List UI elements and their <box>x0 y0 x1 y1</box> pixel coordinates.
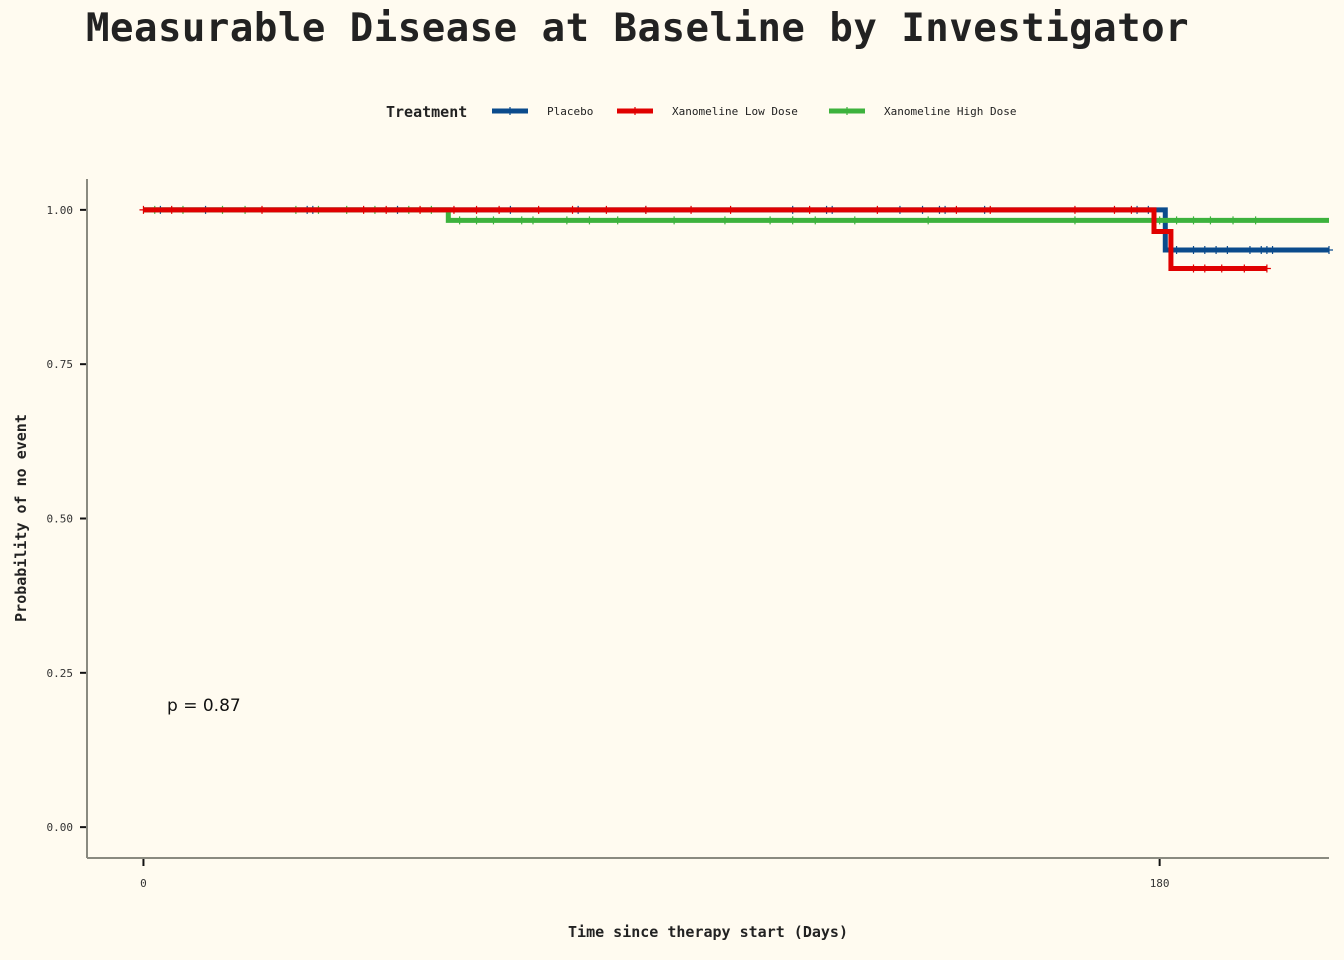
censor-mark <box>1251 216 1260 225</box>
censor-mark <box>1070 205 1079 214</box>
y-tick-label: 0.75 <box>47 358 74 371</box>
censor-mark <box>726 205 735 214</box>
censor-mark <box>1127 205 1136 214</box>
censor-mark <box>1268 245 1277 254</box>
legend-censor-mark <box>843 107 851 115</box>
censor-mark <box>139 205 148 214</box>
censor-mark <box>449 205 458 214</box>
censor-mark <box>788 216 797 225</box>
legend-label: Placebo <box>547 105 593 118</box>
censor-mark <box>489 216 498 225</box>
censor-mark <box>1325 245 1333 254</box>
censor-mark <box>1212 245 1221 254</box>
censor-mark <box>1229 216 1238 225</box>
censor-mark <box>1189 216 1198 225</box>
censor-mark <box>1200 264 1209 273</box>
censor-mark <box>1262 264 1271 273</box>
axes: 0.00 0.25 0.50 0.75 1.00 0 180 <box>47 179 1329 890</box>
censor-mark <box>811 216 820 225</box>
censor-mark <box>1155 216 1164 225</box>
censor-mark <box>455 216 464 225</box>
survival-curve <box>143 207 1329 253</box>
censor-mark <box>641 205 650 214</box>
survival-curve <box>143 207 1267 272</box>
legend-items: Placebo Xanomeline Low Dose Xanomeline Hig… <box>492 105 1016 118</box>
censor-mark <box>472 216 481 225</box>
censor-mark <box>687 205 696 214</box>
censor-mark <box>1206 216 1215 225</box>
censor-mark <box>766 216 775 225</box>
legend-label: Xanomeline High Dose <box>884 105 1016 118</box>
series-layer <box>139 205 1333 273</box>
legend-item: Xanomeline High Dose <box>829 105 1016 118</box>
censor-mark <box>1200 245 1209 254</box>
legend-label: Xanomeline Low Dose <box>672 105 798 118</box>
censor-mark <box>1240 264 1249 273</box>
censor-mark <box>952 205 961 214</box>
censor-mark <box>873 205 882 214</box>
y-tick-label: 0.00 <box>47 821 74 834</box>
censor-mark <box>359 205 368 214</box>
censor-mark <box>986 205 995 214</box>
legend-title: Treatment <box>386 103 467 121</box>
legend-censor-mark <box>631 107 639 115</box>
chart-title: Measurable Disease at Baseline by Invest… <box>86 6 1190 51</box>
censor-mark <box>720 216 729 225</box>
legend-censor-mark <box>506 107 514 115</box>
p-value-annotation: p = 0.87 <box>167 696 241 716</box>
censor-mark <box>1223 245 1232 254</box>
x-axis-title: Time since therapy start (Days) <box>568 923 848 941</box>
censor-mark <box>602 205 611 214</box>
censor-mark <box>1189 264 1198 273</box>
censor-mark <box>258 205 267 214</box>
y-tick-label: 0.50 <box>47 513 74 526</box>
censor-mark <box>1245 245 1254 254</box>
censor-mark <box>1172 216 1181 225</box>
censor-mark <box>1172 245 1181 254</box>
censor-mark <box>517 216 526 225</box>
censor-mark <box>562 216 571 225</box>
censor-mark <box>1070 216 1079 225</box>
censor-mark <box>1110 205 1119 214</box>
censor-mark <box>528 216 537 225</box>
censor-mark <box>805 205 814 214</box>
censor-mark <box>534 205 543 214</box>
legend-item: Xanomeline Low Dose <box>617 105 798 118</box>
y-tick-label: 0.25 <box>47 667 74 680</box>
censor-mark <box>167 205 176 214</box>
legend-item: Placebo <box>492 105 593 118</box>
censor-mark <box>924 216 933 225</box>
censor-mark <box>495 205 504 214</box>
x-tick-label: 0 <box>140 877 147 890</box>
legend: Treatment Placebo Xanomeline Low Dose Xano… <box>386 103 1016 121</box>
censor-mark <box>850 216 859 225</box>
censor-mark <box>568 205 577 214</box>
censor-mark <box>670 216 679 225</box>
censor-mark <box>613 216 622 225</box>
censor-mark <box>1189 245 1198 254</box>
censor-mark <box>416 205 425 214</box>
censor-mark <box>382 205 391 214</box>
censor-mark <box>585 216 594 225</box>
y-axis-title: Probability of no event <box>12 414 30 622</box>
y-tick-label: 1.00 <box>47 204 74 217</box>
x-tick-label: 180 <box>1150 877 1170 890</box>
censor-mark <box>472 205 481 214</box>
censor-mark <box>1217 264 1226 273</box>
series-xanomeline-low-dose <box>139 205 1271 273</box>
